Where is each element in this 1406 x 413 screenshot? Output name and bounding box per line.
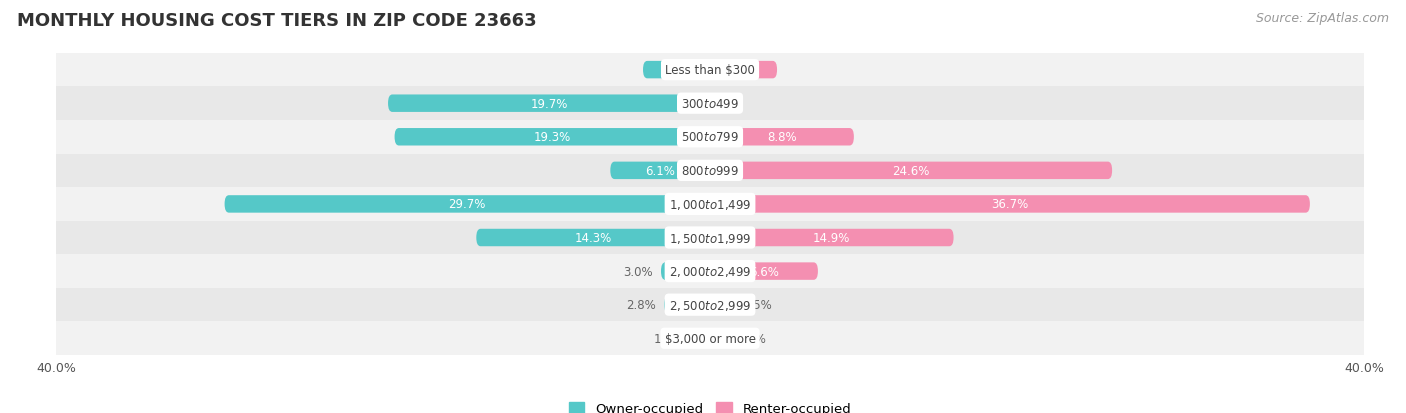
Text: 3.0%: 3.0% bbox=[623, 265, 652, 278]
FancyBboxPatch shape bbox=[395, 129, 710, 146]
Text: $300 to $499: $300 to $499 bbox=[681, 97, 740, 110]
FancyBboxPatch shape bbox=[710, 229, 953, 247]
Bar bbox=[56, 54, 1364, 87]
FancyBboxPatch shape bbox=[710, 330, 728, 347]
Text: $1,500 to $1,999: $1,500 to $1,999 bbox=[669, 231, 751, 245]
Text: Less than $300: Less than $300 bbox=[665, 64, 755, 77]
FancyBboxPatch shape bbox=[661, 263, 710, 280]
Text: 19.3%: 19.3% bbox=[534, 131, 571, 144]
Text: 19.7%: 19.7% bbox=[530, 97, 568, 110]
Text: 36.7%: 36.7% bbox=[991, 198, 1029, 211]
Bar bbox=[56, 121, 1364, 154]
Text: 2.8%: 2.8% bbox=[626, 299, 657, 311]
FancyBboxPatch shape bbox=[477, 229, 710, 247]
Bar bbox=[56, 188, 1364, 221]
FancyBboxPatch shape bbox=[710, 62, 778, 79]
Text: 14.9%: 14.9% bbox=[813, 231, 851, 244]
FancyBboxPatch shape bbox=[610, 162, 710, 180]
Bar bbox=[56, 154, 1364, 188]
FancyBboxPatch shape bbox=[710, 129, 853, 146]
Text: $500 to $799: $500 to $799 bbox=[681, 131, 740, 144]
Text: $1,000 to $1,499: $1,000 to $1,499 bbox=[669, 197, 751, 211]
Text: 1.5%: 1.5% bbox=[742, 299, 772, 311]
FancyBboxPatch shape bbox=[225, 196, 710, 213]
FancyBboxPatch shape bbox=[710, 162, 1112, 180]
Bar bbox=[56, 221, 1364, 255]
Bar bbox=[56, 87, 1364, 121]
Bar bbox=[56, 322, 1364, 355]
Bar bbox=[56, 255, 1364, 288]
Text: 1.1%: 1.1% bbox=[737, 332, 766, 345]
Text: 4.1%: 4.1% bbox=[662, 64, 692, 77]
Legend: Owner-occupied, Renter-occupied: Owner-occupied, Renter-occupied bbox=[568, 402, 852, 413]
Bar bbox=[56, 288, 1364, 322]
Text: 1.1%: 1.1% bbox=[654, 332, 683, 345]
Text: MONTHLY HOUSING COST TIERS IN ZIP CODE 23663: MONTHLY HOUSING COST TIERS IN ZIP CODE 2… bbox=[17, 12, 537, 30]
FancyBboxPatch shape bbox=[643, 62, 710, 79]
FancyBboxPatch shape bbox=[710, 263, 818, 280]
Text: $2,500 to $2,999: $2,500 to $2,999 bbox=[669, 298, 751, 312]
FancyBboxPatch shape bbox=[692, 330, 710, 347]
Text: Source: ZipAtlas.com: Source: ZipAtlas.com bbox=[1256, 12, 1389, 25]
FancyBboxPatch shape bbox=[664, 296, 710, 313]
Text: 6.1%: 6.1% bbox=[645, 164, 675, 178]
Text: $2,000 to $2,499: $2,000 to $2,499 bbox=[669, 264, 751, 278]
Text: $3,000 or more: $3,000 or more bbox=[665, 332, 755, 345]
Text: 6.6%: 6.6% bbox=[749, 265, 779, 278]
Text: 29.7%: 29.7% bbox=[449, 198, 486, 211]
Text: 24.6%: 24.6% bbox=[893, 164, 929, 178]
FancyBboxPatch shape bbox=[710, 196, 1310, 213]
Text: 4.1%: 4.1% bbox=[728, 64, 758, 77]
Text: 14.3%: 14.3% bbox=[575, 231, 612, 244]
Text: $800 to $999: $800 to $999 bbox=[681, 164, 740, 178]
FancyBboxPatch shape bbox=[388, 95, 710, 113]
FancyBboxPatch shape bbox=[710, 296, 734, 313]
Text: 8.8%: 8.8% bbox=[768, 131, 797, 144]
